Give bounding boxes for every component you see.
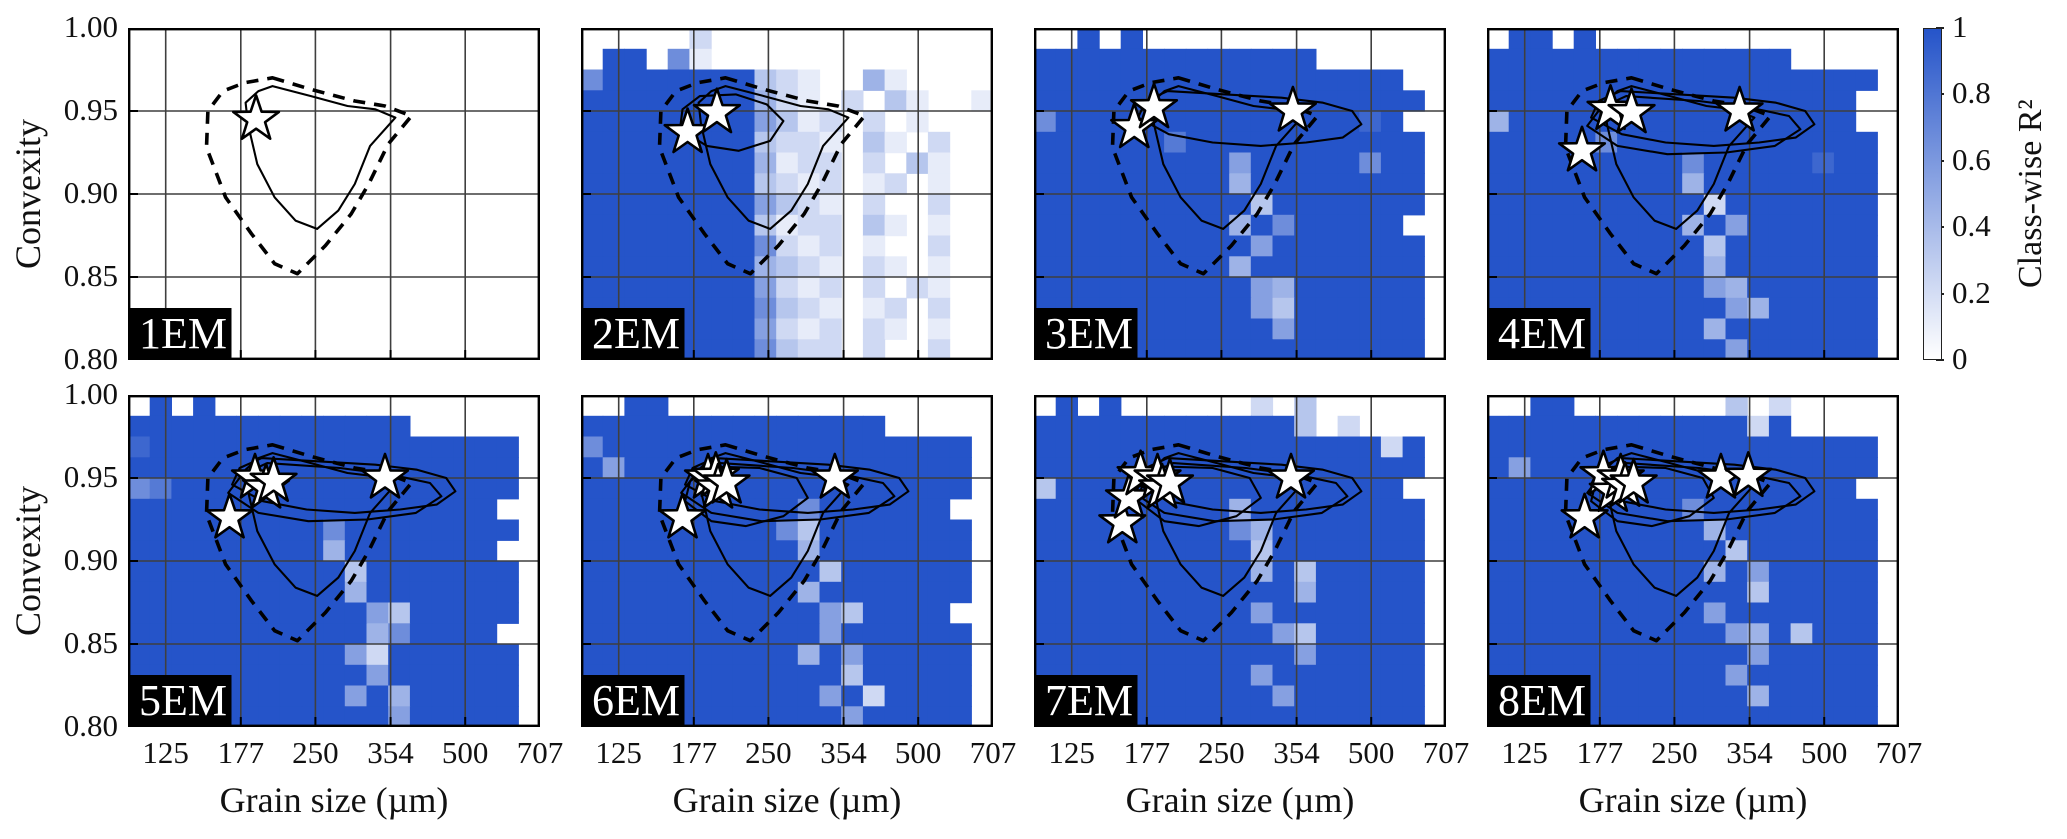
x-tick-label: 125 — [1501, 735, 1548, 770]
x-tick-label: 250 — [1651, 735, 1698, 770]
heatmap-panel-5em: 5EM — [128, 394, 541, 728]
heatmap-canvas: 5EM — [128, 394, 541, 728]
heatmap-panel-7em: 7EM — [1034, 394, 1447, 728]
heatmap-panel-2em: 2EM — [581, 27, 994, 361]
colorbar-tick-label: 0.8 — [1952, 75, 1991, 111]
x-tick-label: 354 — [1726, 735, 1773, 770]
colorbar-tick-label: 0 — [1952, 341, 1968, 376]
x-tick-label: 500 — [441, 735, 489, 770]
x-axis-label: Grain size (µm) — [1578, 780, 1808, 820]
heatmap-canvas: 8EM — [1487, 394, 1900, 728]
x-tick-label: 177 — [1123, 735, 1171, 770]
heatmap-panel-1em: 1EM — [128, 27, 541, 361]
x-tick-label: 250 — [292, 735, 339, 770]
x-tick-label: 177 — [217, 735, 265, 770]
x-tick-label: 250 — [745, 735, 792, 770]
heatmap-panel-3em: 3EM — [1034, 27, 1447, 361]
heatmap-canvas: 3EM — [1034, 27, 1447, 361]
svg-text:6EM: 6EM — [592, 676, 680, 725]
y-tick-label: 0.95 — [63, 92, 118, 127]
x-tick-label: 500 — [1800, 735, 1848, 770]
colorbar-axis-label: Class-wise R² — [2012, 99, 2049, 289]
svg-text:2EM: 2EM — [592, 309, 680, 358]
x-axis-label: Grain size (µm) — [219, 780, 449, 820]
svg-text:8EM: 8EM — [1498, 676, 1586, 725]
y-tick-label: 0.80 — [63, 708, 118, 743]
heatmap-canvas: 1EM — [128, 27, 541, 361]
x-tick-label: 125 — [595, 735, 642, 770]
colorbar-tick-mark — [1936, 359, 1944, 361]
y-tick-label: 1.00 — [63, 9, 118, 44]
svg-text:1EM: 1EM — [139, 309, 227, 358]
y-axis-label: Convexity — [8, 486, 48, 636]
y-tick-label: 0.90 — [63, 542, 118, 577]
y-tick-label: 0.90 — [63, 175, 118, 210]
x-axis-label: Grain size (µm) — [672, 780, 902, 820]
y-tick-label: 0.95 — [63, 459, 118, 494]
svg-text:7EM: 7EM — [1045, 676, 1133, 725]
colorbar-gradient — [1923, 28, 1942, 360]
heatmap-panel-8em: 8EM — [1487, 394, 1900, 728]
x-tick-label: 707 — [516, 735, 564, 770]
heatmap-canvas: 2EM — [581, 27, 994, 361]
colorbar-tick-label: 0.4 — [1952, 208, 1991, 244]
colorbar-tick-label: 1 — [1952, 9, 1968, 44]
y-tick-label: 0.85 — [63, 258, 118, 293]
svg-text:5EM: 5EM — [139, 676, 227, 725]
x-tick-label: 125 — [1048, 735, 1095, 770]
colorbar-tick-label: 0.6 — [1952, 141, 1991, 177]
y-axis-label: Convexity — [8, 119, 48, 269]
x-axis-label: Grain size (µm) — [1125, 780, 1355, 820]
x-tick-label: 707 — [969, 735, 1017, 770]
x-tick-label: 500 — [894, 735, 942, 770]
svg-text:4EM: 4EM — [1498, 309, 1586, 358]
y-tick-label: 0.80 — [63, 341, 118, 376]
colorbar-tick-label: 0.2 — [1952, 274, 1991, 310]
y-tick-label: 1.00 — [63, 376, 118, 411]
heatmap-panel-4em: 4EM — [1487, 27, 1900, 361]
heatmap-canvas: 4EM — [1487, 27, 1900, 361]
x-tick-label: 354 — [367, 735, 414, 770]
y-tick-label: 0.85 — [63, 625, 118, 660]
heatmap-canvas: 6EM — [581, 394, 994, 728]
heatmap-canvas: 7EM — [1034, 394, 1447, 728]
x-tick-label: 125 — [142, 735, 189, 770]
x-tick-label: 354 — [820, 735, 867, 770]
x-tick-label: 177 — [1576, 735, 1624, 770]
svg-text:3EM: 3EM — [1045, 309, 1133, 358]
heatmap-panel-6em: 6EM — [581, 394, 994, 728]
x-tick-label: 707 — [1875, 735, 1923, 770]
x-tick-label: 177 — [670, 735, 718, 770]
x-tick-label: 250 — [1198, 735, 1245, 770]
x-tick-label: 354 — [1273, 735, 1320, 770]
x-tick-label: 500 — [1347, 735, 1395, 770]
x-tick-label: 707 — [1422, 735, 1470, 770]
